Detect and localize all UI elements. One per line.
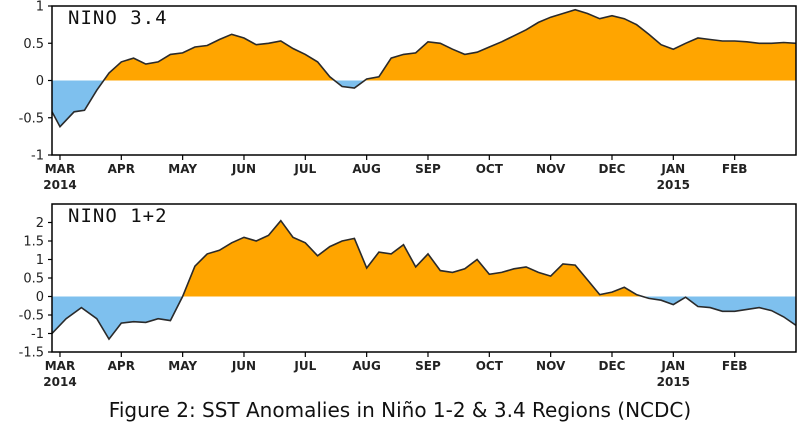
nino12-y-tick-label: -1.5 [19, 346, 44, 361]
nino12-x-tick-label: AUG [352, 359, 381, 373]
nino34-x-tick-label: NOV [536, 162, 566, 176]
nino34-x-tick-label: MAY [168, 162, 197, 176]
nino34-y-tick-label: 0.5 [23, 37, 44, 52]
nino12-x-tick-label: APR [108, 359, 135, 373]
nino12-anomaly-line [51, 219, 797, 341]
nino12-y-tick-label: 1 [36, 253, 44, 268]
nino12-x-tick-label: MAY [168, 359, 197, 373]
nino34-panel-title: NINO 3.4 [68, 7, 168, 29]
nino12-x-tick-label: NOV [536, 359, 566, 373]
nino12-x-tick-label: FEB [722, 359, 748, 373]
nino12-x-tick-label: JAN [660, 359, 685, 373]
nino12-y-tick-label: -1 [31, 327, 44, 342]
nino34-x-tick-label: JUN [231, 162, 256, 176]
figure-caption: Figure 2: SST Anomalies in Niño 1-2 & 3.… [108, 398, 692, 422]
nino34-y-tick-label: 1 [36, 0, 44, 15]
nino34-x-tick-label: APR [108, 162, 135, 176]
nino12-y-tick-label: 0 [36, 290, 44, 305]
nino34-x-tick-label: OCT [476, 162, 504, 176]
nino12-negative-area [52, 296, 796, 340]
nino34-x-tick-label: MAR [45, 162, 75, 176]
nino34-x-tick-label: DEC [599, 162, 626, 176]
nino12-x-tick-label: OCT [476, 359, 504, 373]
nino34-anomaly-line [51, 8, 797, 129]
nino34-y-tick-label: 0 [36, 74, 44, 89]
nino12-y-tick-label: -0.5 [19, 309, 44, 324]
nino12-x-tick-label: SEP [415, 359, 441, 373]
nino34-x-tick-label: JUL [293, 162, 316, 176]
nino34-x-tick-label: SEP [415, 162, 441, 176]
nino12-y-tick-label: 0.5 [23, 272, 44, 287]
nino12-x-tick-label: JUN [231, 359, 256, 373]
nino34-x-tick-label: AUG [352, 162, 381, 176]
nino12-x-year-label: 2015 [657, 375, 690, 389]
nino34-x-year-label: 2014 [43, 178, 76, 192]
nino34-x-tick-label: JAN [660, 162, 685, 176]
nino34-x-year-label: 2015 [657, 178, 690, 192]
nino34-y-tick-label: -0.5 [19, 111, 44, 126]
nino34-positive-area [52, 9, 796, 81]
nino34-x-tick-label: FEB [722, 162, 748, 176]
nino34-y-tick-label: -1 [31, 149, 44, 164]
nino12-x-year-label: 2014 [43, 375, 76, 389]
nino12-y-tick-label: 1.5 [23, 235, 44, 250]
nino12-x-tick-label: JUL [293, 359, 316, 373]
nino12-y-tick-label: 2 [36, 216, 44, 231]
nino12-panel-title: NINO 1+2 [68, 205, 168, 227]
nino12-x-tick-label: MAR [45, 359, 75, 373]
nino12-positive-area [52, 220, 796, 297]
nino12-x-tick-label: DEC [599, 359, 626, 373]
